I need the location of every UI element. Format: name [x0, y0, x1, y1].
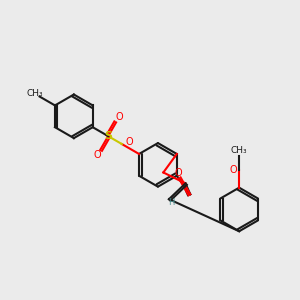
Text: S: S: [104, 131, 112, 141]
Text: CH₃: CH₃: [231, 146, 247, 155]
Text: O: O: [94, 150, 101, 160]
Text: O: O: [230, 165, 237, 175]
Text: O: O: [126, 137, 133, 147]
Text: H: H: [168, 198, 175, 207]
Text: O: O: [115, 112, 123, 122]
Text: O: O: [174, 168, 182, 178]
Text: CH₃: CH₃: [26, 89, 43, 98]
